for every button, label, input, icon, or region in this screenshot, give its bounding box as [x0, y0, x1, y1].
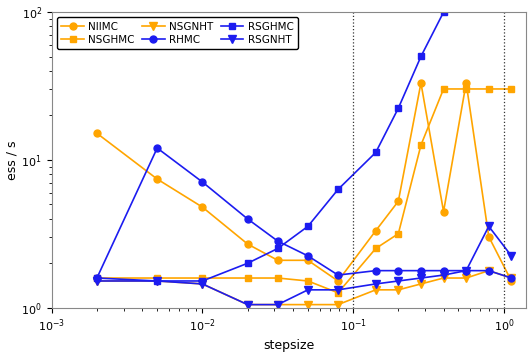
NSGHMC [463, 87, 469, 91]
RHMC [440, 268, 447, 273]
NIIMC [463, 81, 469, 85]
Legend: NIIMC, NSGHMC, NSGNHT, RHMC, RSGHMC, RSGNHT: NIIMC, NSGHMC, NSGNHT, RHMC, RSGHMC, RSG… [57, 18, 298, 49]
RHMC [395, 268, 402, 273]
X-axis label: stepsize: stepsize [263, 339, 315, 352]
NSGHMC [418, 143, 424, 147]
RSGNHT [94, 279, 100, 283]
RSGHMC [440, 10, 447, 14]
RSGNHT [244, 303, 251, 307]
RSGHMC [199, 279, 205, 283]
Line: RSGNHT: RSGNHT [93, 222, 516, 309]
NSGHMC [305, 279, 311, 283]
RHMC [508, 276, 514, 280]
NSGNHT [244, 303, 251, 307]
RSGHMC [418, 54, 424, 59]
RSGNHT [335, 288, 341, 292]
RSGNHT [418, 276, 424, 280]
NSGHMC [372, 246, 379, 251]
RSGHMC [154, 279, 160, 283]
RSGNHT [440, 273, 447, 277]
NSGHMC [199, 276, 205, 280]
RSGNHT [275, 303, 281, 307]
NSGHMC [154, 276, 160, 280]
RSGNHT [395, 279, 402, 283]
Line: NIIMC: NIIMC [94, 79, 515, 285]
RSGNHT [199, 282, 205, 286]
RSGNHT [486, 224, 492, 228]
NIIMC [154, 177, 160, 181]
Line: RSGHMC: RSGHMC [94, 0, 515, 285]
RHMC [486, 268, 492, 273]
RSGNHT [508, 254, 514, 258]
NIIMC [335, 279, 341, 283]
RSGHMC [305, 224, 311, 228]
NSGNHT [154, 279, 160, 283]
NSGHMC [244, 276, 251, 280]
RSGNHT [154, 279, 160, 283]
NSGHMC [94, 276, 100, 280]
NSGNHT [199, 282, 205, 286]
RSGHMC [275, 246, 281, 251]
NSGNHT [372, 288, 379, 292]
NIIMC [395, 199, 402, 203]
NSGHMC [335, 291, 341, 295]
NSGNHT [440, 276, 447, 280]
RHMC [275, 239, 281, 243]
NIIMC [94, 131, 100, 135]
NSGHMC [440, 87, 447, 91]
NIIMC [305, 258, 311, 262]
RHMC [305, 254, 311, 258]
RSGNHT [463, 268, 469, 273]
NSGNHT [305, 303, 311, 307]
NIIMC [275, 258, 281, 262]
NSGNHT [335, 303, 341, 307]
NSGNHT [508, 276, 514, 280]
NSGHMC [395, 232, 402, 236]
RHMC [372, 268, 379, 273]
RHMC [94, 276, 100, 280]
NIIMC [418, 81, 424, 85]
NIIMC [486, 234, 492, 239]
RHMC [335, 273, 341, 277]
RSGNHT [305, 288, 311, 292]
NSGNHT [486, 268, 492, 273]
RHMC [154, 146, 160, 150]
RSGHMC [244, 261, 251, 265]
RSGHMC [395, 106, 402, 110]
NSGHMC [486, 87, 492, 91]
NIIMC [244, 242, 251, 246]
RSGNHT [372, 282, 379, 286]
NSGNHT [275, 303, 281, 307]
NSGHMC [508, 87, 514, 91]
NSGNHT [94, 279, 100, 283]
RSGHMC [335, 187, 341, 192]
Line: NSGHMC: NSGHMC [94, 86, 515, 296]
NSGNHT [395, 288, 402, 292]
NIIMC [372, 229, 379, 233]
NIIMC [199, 205, 205, 209]
Line: RHMC: RHMC [94, 145, 515, 281]
RSGHMC [94, 276, 100, 280]
RHMC [199, 180, 205, 184]
Line: NSGNHT: NSGNHT [93, 266, 516, 309]
RHMC [244, 217, 251, 221]
RSGHMC [372, 150, 379, 155]
NIIMC [508, 279, 514, 283]
RHMC [418, 268, 424, 273]
NSGNHT [463, 276, 469, 280]
NSGHMC [275, 276, 281, 280]
Y-axis label: ess / s: ess / s [5, 140, 19, 180]
NSGNHT [418, 282, 424, 286]
NIIMC [440, 209, 447, 214]
RHMC [463, 268, 469, 273]
